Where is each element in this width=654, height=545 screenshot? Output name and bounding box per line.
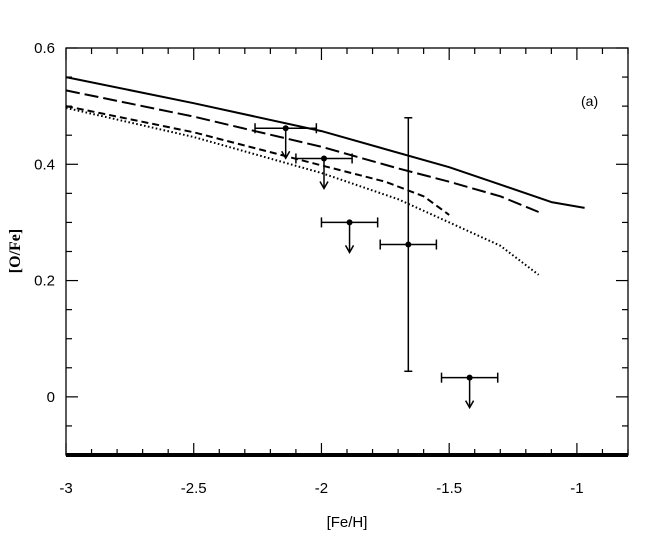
y-tick-label: 0.2 [34,273,55,290]
observation [320,217,379,254]
curve-short-dash [65,105,450,216]
arrow-head-icon [319,181,329,190]
panel-label: (a) [581,93,598,109]
x-tick-label: -1 [570,480,583,497]
y-tick-labels: 0 0.2 0.4 0.6 [34,40,55,406]
data-point [321,155,328,162]
y-tick-label: 0.4 [34,156,55,173]
observation [295,153,353,190]
observation [440,372,499,410]
y-axis-title: [O/Fe] [7,229,24,273]
data-point [466,374,473,381]
curve-solid [65,76,585,209]
y-tick-label: 0.6 [34,40,55,57]
data-point [282,125,289,132]
arrow-head-icon [281,150,291,160]
arrow-head-icon [464,400,475,410]
x-tick-labels: -3 -2.5 -2 -1.5 -1 [59,480,583,497]
x-tick-label: -2 [315,480,328,497]
x-axis-title: [Fe/H] [327,514,368,531]
x-tick-label: -1.5 [436,480,462,497]
model-curves [65,76,585,276]
tick-marks [65,47,629,456]
observation-points [254,117,499,410]
data-point [346,219,353,226]
x-tick-label: -3 [59,480,72,497]
y-tick-label: 0 [47,389,55,406]
arrow-head-icon [344,245,355,254]
observation [254,123,318,160]
curve-dotted [65,106,540,276]
curve-long-dash [65,89,539,213]
observation [379,117,438,373]
plot-frame [65,47,629,456]
data-point [405,241,412,248]
x-tick-label: -2.5 [181,480,207,497]
